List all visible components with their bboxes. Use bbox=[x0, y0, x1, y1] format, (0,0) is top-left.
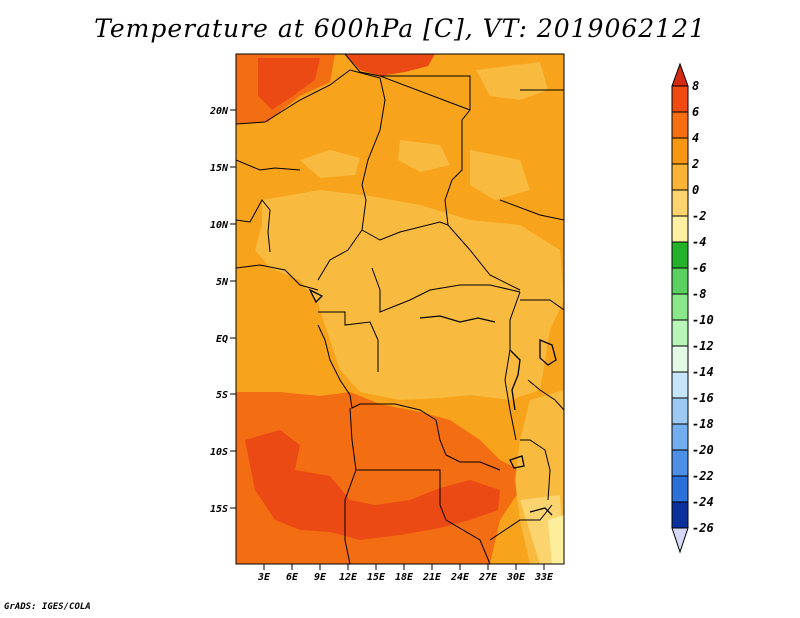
colorbar-label: -4 bbox=[692, 235, 706, 249]
country-borders bbox=[236, 54, 564, 564]
lon-label-6e: 6E bbox=[286, 572, 299, 583]
field-neg4-to-neg2-southeast bbox=[548, 515, 564, 564]
temperature-field bbox=[236, 54, 564, 564]
lat-label-5n: 5N bbox=[216, 277, 229, 288]
lon-label-12e: 12E bbox=[339, 572, 358, 583]
colorbar-label: 2 bbox=[691, 157, 699, 171]
plot-frame bbox=[235, 53, 565, 565]
lon-label-27e: 27E bbox=[478, 572, 498, 583]
colorbar-label: 6 bbox=[692, 105, 699, 119]
lon-label-30e: 30E bbox=[506, 572, 526, 583]
lakes bbox=[308, 288, 557, 516]
colorbar-swatch bbox=[671, 397, 689, 425]
colorbar-label: -16 bbox=[692, 391, 714, 405]
colorbar-swatch bbox=[671, 137, 689, 165]
longitude-axis: 3E 6E 9E 12E 15E 18E 21E 24E 27E 30E 33E bbox=[257, 564, 554, 583]
colorbar-swatch bbox=[671, 111, 689, 139]
colorbar-swatch bbox=[671, 215, 689, 243]
colorbar-label: -26 bbox=[692, 521, 714, 535]
colorbar-label: -12 bbox=[692, 339, 714, 353]
colorbar-label: -2 bbox=[692, 209, 706, 223]
colorbar-swatch bbox=[671, 449, 689, 477]
colorbar-label: 8 bbox=[692, 79, 699, 93]
field-6-to-8-south bbox=[245, 430, 500, 540]
field-0-to-2-patch-a bbox=[300, 150, 360, 178]
colorbar-swatch bbox=[671, 423, 689, 451]
field-6-to-8-north bbox=[345, 54, 435, 76]
lat-label-10n: 10N bbox=[210, 220, 229, 231]
lon-label-33e: 33E bbox=[534, 572, 554, 583]
colorbar-swatch bbox=[671, 189, 689, 217]
colorbar-label: -24 bbox=[692, 495, 714, 509]
colorbar-swatch bbox=[671, 293, 689, 321]
field-6-to-8-northwest bbox=[258, 58, 320, 110]
colorbar-swatch bbox=[671, 501, 689, 529]
map-title: Temperature at 600hPa [C], VT: 201906212… bbox=[94, 14, 706, 43]
colorbar-label: -6 bbox=[692, 261, 706, 275]
colorbar-top-arrow bbox=[671, 62, 689, 87]
colorbar-label: -8 bbox=[692, 287, 706, 301]
colorbar-swatch bbox=[671, 241, 689, 269]
credit-label: GrADS: IGES/COLA bbox=[4, 602, 91, 612]
lat-label-15s: 15S bbox=[210, 504, 228, 515]
field-0-to-2-patch-c bbox=[470, 150, 530, 200]
colorbar-label: -18 bbox=[692, 417, 714, 431]
colorbar-label: 4 bbox=[692, 131, 699, 145]
colorbar-label: -20 bbox=[692, 443, 714, 457]
lat-label-5s: 5S bbox=[216, 390, 228, 401]
colorbar-swatch bbox=[671, 345, 689, 373]
field-0-to-2-patch-b bbox=[398, 140, 450, 172]
colorbar-label: -14 bbox=[692, 365, 714, 379]
lon-label-3e: 3E bbox=[257, 572, 271, 583]
colorbar: 8 6 4 2 0 -2 -4 -6 -8 -10 -12 -14 -16 -1… bbox=[671, 62, 714, 554]
lon-label-9e: 9E bbox=[314, 572, 327, 583]
colorbar-swatch bbox=[671, 371, 689, 399]
latitude-axis: 20N 15N 10N 5N EQ 5S 10S 15S bbox=[209, 106, 236, 515]
colorbar-label: -22 bbox=[692, 469, 714, 483]
lon-label-21e: 21E bbox=[422, 572, 442, 583]
colorbar-swatch bbox=[671, 163, 689, 191]
colorbar-swatch bbox=[671, 319, 689, 347]
colorbar-swatch bbox=[671, 85, 689, 113]
colorbar-bottom-arrow bbox=[671, 527, 689, 554]
lon-label-18e: 18E bbox=[395, 572, 414, 583]
field-0-to-2-central bbox=[255, 190, 564, 400]
lat-label-10s: 10S bbox=[210, 447, 228, 458]
colorbar-label: 0 bbox=[692, 183, 699, 197]
lat-label-eq: EQ bbox=[216, 334, 228, 345]
lat-label-15n: 15N bbox=[210, 163, 229, 174]
lon-label-15e: 15E bbox=[367, 572, 386, 583]
colorbar-swatch bbox=[671, 267, 689, 295]
field-2-to-4-west bbox=[236, 262, 352, 402]
colorbar-label: -10 bbox=[692, 313, 714, 327]
lat-label-20n: 20N bbox=[209, 106, 229, 117]
lon-label-24e: 24E bbox=[450, 572, 470, 583]
colorbar-swatch bbox=[671, 475, 689, 503]
